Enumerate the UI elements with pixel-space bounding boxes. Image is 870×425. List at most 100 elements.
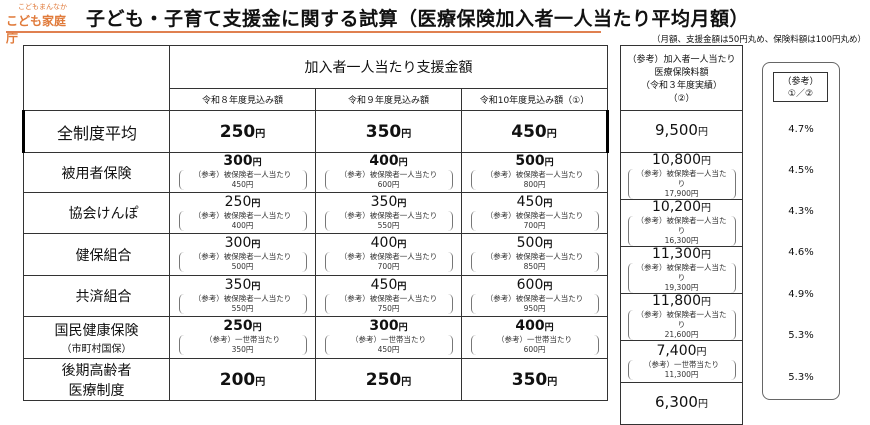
amount-number: 400 [515,318,545,334]
reference-label: （参考）一世帯当たり [351,335,426,344]
reference-bracket: （参考）被保険者一人当たり 750円 [324,293,453,314]
amount-number: 300 [223,153,253,169]
amount-number: 400 [369,153,399,169]
premium-header: （参考）加入者一人当たり 医療保険料額 （令和３年度実績） （②） [620,45,743,111]
row-label-cell: 健保組合 [23,233,170,276]
unit: 円 [697,127,708,138]
amount-number: 450 [516,193,544,210]
premium-value: 7,400円 [621,344,742,360]
amount-value: 500円 [462,236,607,252]
amount-cell: 450円 （参考）被保険者一人当たり 750円 [315,275,462,317]
amount-value: 450円 [316,278,461,294]
unit: 円 [697,399,708,410]
title-divider [6,31,601,33]
amount-cell: 350円 [315,110,462,153]
reference-label: （参考）被保険者一人当たり [193,210,292,220]
unit: 円 [701,203,711,214]
reference-label: （参考）被保険者一人当たり [193,252,292,261]
amount-number: 500 [516,235,544,251]
amount-value: 350円 [512,370,558,390]
unit: 円 [544,158,554,168]
reference-value: 700円 [523,220,546,230]
amount-cell: 350円 （参考）被保険者一人当たり 550円 [315,192,462,234]
reference-label: （参考）被保険者一人当たり [339,170,438,179]
ratio-value: 5.3% [788,330,814,341]
amount-cell: 400円 （参考）被保険者一人当たり 700円 [315,233,462,276]
amount-number: 200 [219,369,256,390]
amount-number: 350 [511,369,548,390]
group-header: 加入者一人当たり支援金額 [169,45,608,89]
amount-cell: 250円 [169,110,316,153]
amount-value: 300円 [170,236,315,252]
reference-bracket: （参考）被保険者一人当たり 800円 [470,170,599,190]
table-row: 健保組合 300円 （参考）被保険者一人当たり 500円 400円 （参考）被保険者一人当… [23,233,608,276]
reference-value: 600円 [523,345,546,354]
row-label: 協会けんぽ [68,206,139,222]
premium-number: 9,500 [655,121,698,139]
reference-value: 800円 [523,180,546,189]
reference-value: 750円 [377,303,400,313]
unit: 円 [398,323,408,333]
unit: 円 [255,376,266,388]
row-label: 国民健康保険 [54,323,139,339]
reference-bracket: （参考）被保険者一人当たり 500円 [178,252,307,272]
amount-cell: 400円 （参考）一世帯当たり 600円 [461,316,608,359]
amount-number: 250 [219,121,256,142]
row-label-cell: 国民健康保険 （市町村国保） [23,316,170,359]
reference-bracket: （参考）被保険者一人当たり 950円 [470,293,599,314]
amount-cell: 400円 （参考）被保険者一人当たり 600円 [315,152,462,193]
amount-value: 250円 [170,195,315,211]
reference-label: （参考）被保険者一人当たり [485,210,584,220]
amount-value: 200円 [220,370,266,390]
amount-value: 350円 [366,122,412,142]
reference-bracket: （参考）被保険者一人当たり 550円 [324,210,453,231]
unit: 円 [401,128,412,140]
premium-number: 11,300 [652,246,701,262]
corner-cell [23,45,170,111]
ratio-header-line: （参考） [782,77,819,87]
reference-value: 600円 [377,180,400,189]
amount-cell: 250円 [315,358,462,401]
amount-cell: 500円 （参考）被保険者一人当たり 800円 [461,152,608,193]
premium-header-line: （参考）加入者一人当たり [627,55,736,65]
premium-header-line: （②） [668,94,695,104]
reference-label: （参考）被保険者一人当たり [636,169,727,188]
unit: 円 [544,323,554,333]
reference-bracket: （参考）被保険者一人当たり 19,300円 [627,263,736,293]
reference-bracket: （参考）一世帯当たり 600円 [470,335,599,355]
amount-cell: 250円 （参考）一世帯当たり 350円 [169,316,316,359]
unit: 円 [255,128,266,140]
amount-cell: 300円 （参考）被保険者一人当たり 450円 [169,152,316,193]
ratio-header: （参考） ①／② [773,72,828,102]
reference-value: 550円 [231,303,254,313]
row-label-sub: 医療制度 [68,382,125,399]
reference-label: （参考）一世帯当たり [644,359,719,369]
logo-text: こども家庭庁 [6,14,67,45]
reference-bracket: （参考）被保険者一人当たり 17,900円 [627,169,736,199]
ratio-header-line: ①／② [787,89,814,99]
reference-label: （参考）被保険者一人当たり [339,210,438,220]
amount-value: 400円 [462,319,607,335]
unit: 円 [251,240,261,250]
reference-bracket: （参考）一世帯当たり 11,300円 [627,359,736,380]
premium-row: 6,300円 [620,382,743,425]
reference-label: （参考）被保険者一人当たり [339,293,438,303]
row-label-sub: （市町村国保） [61,344,132,355]
ratio-value: 4.9% [788,288,814,300]
premium-cell: 11,800円 （参考）被保険者一人当たり 21,600円 [620,293,743,341]
amount-cell: 300円 （参考）一世帯当たり 450円 [315,316,462,359]
amount-cell: 450円 （参考）被保険者一人当たり 700円 [461,192,608,234]
table-row: 後期高齢者 医療制度 200円 250円 350円 [23,358,608,401]
reference-bracket: （参考）被保険者一人当たり 600円 [324,170,453,190]
reference-label: （参考）被保険者一人当たり [636,310,727,329]
table-row: 協会けんぽ 250円 （参考）被保険者一人当たり 400円 350円 （参考）被保険者一人… [23,192,608,234]
unit: 円 [252,323,262,333]
table-row: 全制度平均 250円 350円 450円 [22,110,609,153]
amount-cell: 500円 （参考）被保険者一人当たり 850円 [461,233,608,276]
amount-value: 400円 [316,236,461,252]
premium-number: 10,800 [652,152,701,168]
unit: 円 [251,198,261,209]
reference-value: 11,300円 [664,369,699,379]
unit: 円 [398,158,408,168]
unit: 円 [547,376,558,388]
